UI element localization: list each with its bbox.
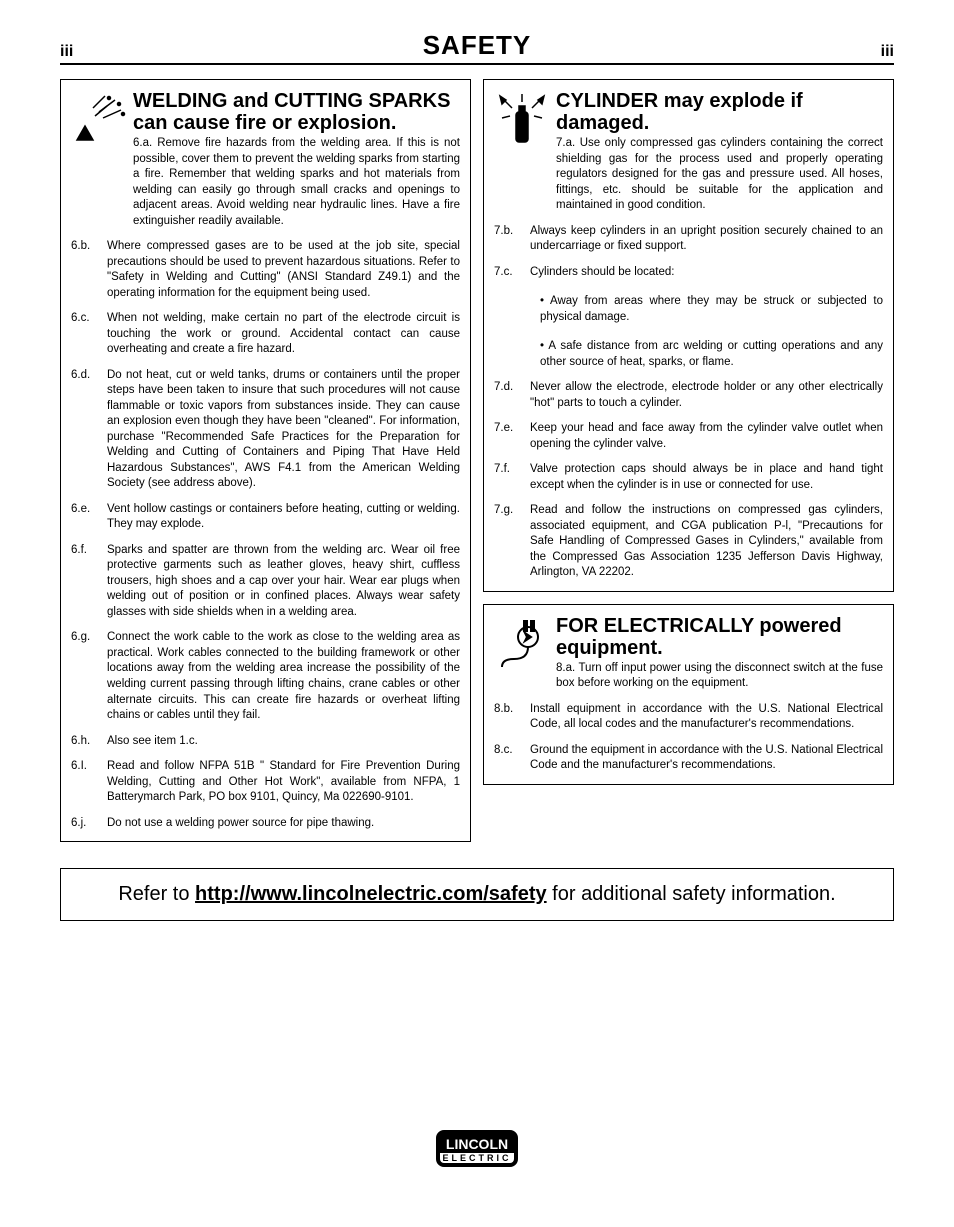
item-number: 6.j. bbox=[71, 816, 99, 832]
cylinder-title: CYLINDER may explode if damaged. bbox=[556, 90, 883, 134]
page-number-left: iii bbox=[60, 43, 73, 61]
item-text: When not welding, make certain no part o… bbox=[107, 311, 460, 358]
item-text: Read and follow NFPA 51B " Standard for … bbox=[107, 759, 460, 806]
electric-lead: 8.a. Turn off input power using the disc… bbox=[556, 661, 883, 692]
item-text: Cylinders should be located: bbox=[530, 265, 883, 281]
list-subitem: • Away from areas where they may be stru… bbox=[494, 290, 883, 325]
list-item: 7.f. Valve protection caps should always … bbox=[494, 462, 883, 493]
item-text: Do not use a welding power source for pi… bbox=[107, 816, 460, 832]
item-text: Do not heat, cut or weld tanks, drums or… bbox=[107, 368, 460, 492]
page-title: SAFETY bbox=[423, 30, 532, 61]
list-item: 7.c. Cylinders should be located: bbox=[494, 265, 883, 281]
electric-plug-icon bbox=[494, 615, 550, 671]
right-column: CYLINDER may explode if damaged. 7.a. Us… bbox=[483, 79, 894, 842]
item-text: Read and follow the instructions on comp… bbox=[530, 503, 883, 581]
item-text: Sparks and spatter are thrown from the w… bbox=[107, 543, 460, 621]
item-text: Keep your head and face away from the cy… bbox=[530, 421, 883, 452]
footer-reference: Refer to http://www.lincolnelectric.com/… bbox=[60, 868, 894, 921]
item-number: 7.c. bbox=[494, 265, 522, 281]
logo-bottom: ELECTRIC bbox=[440, 1153, 514, 1163]
cylinder-explode-icon bbox=[494, 90, 550, 146]
welding-title: WELDING and CUTTING SPARKS can cause fir… bbox=[133, 90, 460, 134]
item-text: Vent hollow castings or containers befor… bbox=[107, 502, 460, 533]
item-text: Always keep cylinders in an upright posi… bbox=[530, 224, 883, 255]
list-item: 6.e. Vent hollow castings or containers b… bbox=[71, 502, 460, 533]
list-item: 6.I. Read and follow NFPA 51B " Standard … bbox=[71, 759, 460, 806]
list-item: 6.b. Where compressed gases are to be use… bbox=[71, 239, 460, 301]
item-number: 6.e. bbox=[71, 502, 99, 533]
sparks-icon bbox=[71, 90, 127, 146]
electric-title: FOR ELECTRICALLY powered equipment. bbox=[556, 615, 883, 659]
item-number: 8.c. bbox=[494, 743, 522, 774]
item-text: Never allow the electrode, electrode hol… bbox=[530, 380, 883, 411]
item-text: Where compressed gases are to be used at… bbox=[107, 239, 460, 301]
list-item: 6.f. Sparks and spatter are thrown from t… bbox=[71, 543, 460, 621]
list-item: 6.j. Do not use a welding power source fo… bbox=[71, 816, 460, 832]
item-number: 6.g. bbox=[71, 630, 99, 723]
page-number-right: iii bbox=[881, 43, 894, 61]
list-subitem: • A safe distance from arc welding or cu… bbox=[494, 335, 883, 370]
page-header: iii SAFETY iii bbox=[60, 30, 894, 65]
item-number: 7.e. bbox=[494, 421, 522, 452]
list-item: 6.h. Also see item 1.c. bbox=[71, 734, 460, 750]
item-number: 7.g. bbox=[494, 503, 522, 581]
list-item: 7.b. Always keep cylinders in an upright … bbox=[494, 224, 883, 255]
footer-link[interactable]: http://www.lincolnelectric.com/safety bbox=[195, 883, 547, 905]
item-text: Valve protection caps should always be i… bbox=[530, 462, 883, 493]
item-number: 6.c. bbox=[71, 311, 99, 358]
cylinder-lead: 7.a. Use only compressed gas cylinders c… bbox=[556, 136, 883, 214]
item-number: 7.d. bbox=[494, 380, 522, 411]
electric-box: FOR ELECTRICALLY powered equipment. 8.a.… bbox=[483, 604, 894, 785]
item-number: 6.b. bbox=[71, 239, 99, 301]
list-item: 7.e. Keep your head and face away from th… bbox=[494, 421, 883, 452]
list-item: 6.g. Connect the work cable to the work a… bbox=[71, 630, 460, 723]
list-item: 8.c. Ground the equipment in accordance w… bbox=[494, 743, 883, 774]
item-text: Connect the work cable to the work as cl… bbox=[107, 630, 460, 723]
subitem-text: • A safe distance from arc welding or cu… bbox=[540, 339, 883, 370]
item-text: Also see item 1.c. bbox=[107, 734, 460, 750]
content-columns: WELDING and CUTTING SPARKS can cause fir… bbox=[60, 79, 894, 842]
list-item: 6.c. When not welding, make certain no pa… bbox=[71, 311, 460, 358]
item-number: 6.I. bbox=[71, 759, 99, 806]
item-number: 6.f. bbox=[71, 543, 99, 621]
footer-prefix: Refer to bbox=[118, 883, 195, 905]
brand-logo: LINCOLN ELECTRIC bbox=[0, 1130, 954, 1167]
logo-top: LINCOLN bbox=[446, 1136, 508, 1152]
footer-suffix: for additional safety information. bbox=[547, 883, 836, 905]
welding-lead: 6.a. Remove fire hazards from the weldin… bbox=[133, 136, 460, 229]
item-number: 6.h. bbox=[71, 734, 99, 750]
list-item: 8.b. Install equipment in accordance with… bbox=[494, 702, 883, 733]
cylinder-box: CYLINDER may explode if damaged. 7.a. Us… bbox=[483, 79, 894, 592]
item-number: 8.b. bbox=[494, 702, 522, 733]
item-number: 7.b. bbox=[494, 224, 522, 255]
list-item: 6.d. Do not heat, cut or weld tanks, drum… bbox=[71, 368, 460, 492]
subitem-text: • Away from areas where they may be stru… bbox=[540, 294, 883, 325]
left-column: WELDING and CUTTING SPARKS can cause fir… bbox=[60, 79, 471, 842]
welding-box: WELDING and CUTTING SPARKS can cause fir… bbox=[60, 79, 471, 842]
list-item: 7.d. Never allow the electrode, electrode… bbox=[494, 380, 883, 411]
list-item: 7.g. Read and follow the instructions on … bbox=[494, 503, 883, 581]
item-number: 6.d. bbox=[71, 368, 99, 492]
item-text: Install equipment in accordance with the… bbox=[530, 702, 883, 733]
item-text: Ground the equipment in accordance with … bbox=[530, 743, 883, 774]
item-number: 7.f. bbox=[494, 462, 522, 493]
